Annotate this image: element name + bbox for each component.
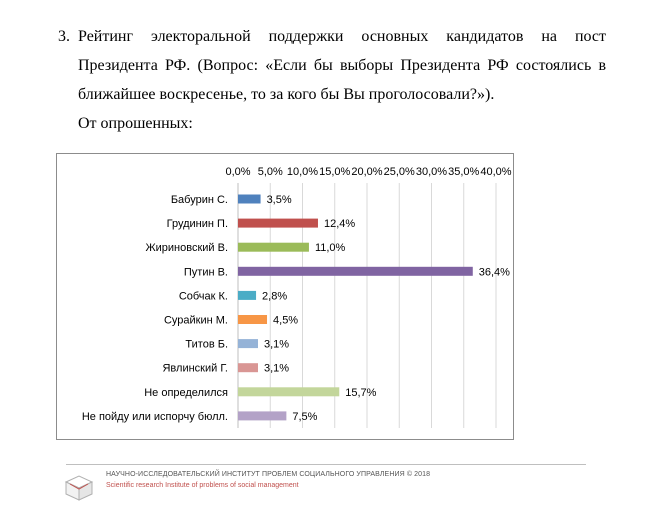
category-label: Жириновский В. bbox=[145, 242, 228, 254]
bar bbox=[238, 387, 340, 397]
question-heading: 3. Рейтинг электоральной поддержки основ… bbox=[58, 22, 606, 138]
category-label: Сурайкин М. bbox=[164, 315, 228, 327]
data-label: 3,1% bbox=[264, 363, 289, 375]
bar bbox=[238, 339, 258, 349]
category-label: Бабурин С. bbox=[171, 194, 228, 206]
data-label: 11,0% bbox=[315, 242, 346, 254]
bar bbox=[238, 290, 257, 300]
category-label: Явлинский Г. bbox=[162, 363, 228, 375]
footer-org-ru: НАУЧНО-ИССЛЕДОВАТЕЛЬСКИЙ ИНСТИТУТ ПРОБЛЕ… bbox=[106, 471, 431, 478]
data-label: 36,4% bbox=[479, 266, 510, 278]
x-tick-label: 15,0% bbox=[319, 166, 350, 178]
x-tick-label: 10,0% bbox=[287, 166, 318, 178]
bar bbox=[238, 411, 287, 421]
data-label: 15,7% bbox=[345, 387, 376, 399]
category-label: Не пойду или испорчу бюлл. bbox=[82, 411, 228, 423]
question-text: Рейтинг электоральной поддержки основных… bbox=[78, 28, 606, 103]
data-label: 4,5% bbox=[273, 315, 298, 327]
data-label: 3,1% bbox=[264, 339, 289, 351]
x-tick-label: 5,0% bbox=[258, 166, 283, 178]
bar bbox=[238, 218, 318, 228]
footer-divider bbox=[66, 464, 586, 465]
data-label: 3,5% bbox=[267, 194, 292, 206]
question-subtitle: От опрошенных: bbox=[78, 115, 193, 132]
category-label: Не определился bbox=[144, 387, 228, 399]
data-label: 12,4% bbox=[324, 218, 355, 230]
data-label: 2,8% bbox=[262, 290, 287, 302]
x-tick-label: 25,0% bbox=[384, 166, 415, 178]
bar bbox=[238, 242, 309, 252]
x-tick-label: 30,0% bbox=[416, 166, 447, 178]
x-tick-label: 20,0% bbox=[351, 166, 382, 178]
category-label: Путин В. bbox=[184, 266, 228, 278]
bar bbox=[238, 315, 268, 324]
category-label: Грудинин П. bbox=[167, 218, 228, 230]
bar bbox=[238, 194, 261, 204]
bar bbox=[238, 266, 473, 276]
institute-logo-icon bbox=[64, 475, 94, 501]
footer-org-en: Scientific research Institute of problem… bbox=[106, 482, 299, 489]
question-number: 3. bbox=[58, 28, 70, 45]
bar bbox=[238, 363, 258, 373]
x-tick-label: 0,0% bbox=[225, 166, 250, 178]
data-label: 7,5% bbox=[292, 411, 317, 423]
category-label: Собчак К. bbox=[179, 290, 228, 302]
x-tick-label: 35,0% bbox=[448, 166, 479, 178]
category-label: Титов Б. bbox=[185, 339, 228, 351]
x-tick-label: 40,0% bbox=[480, 166, 511, 178]
